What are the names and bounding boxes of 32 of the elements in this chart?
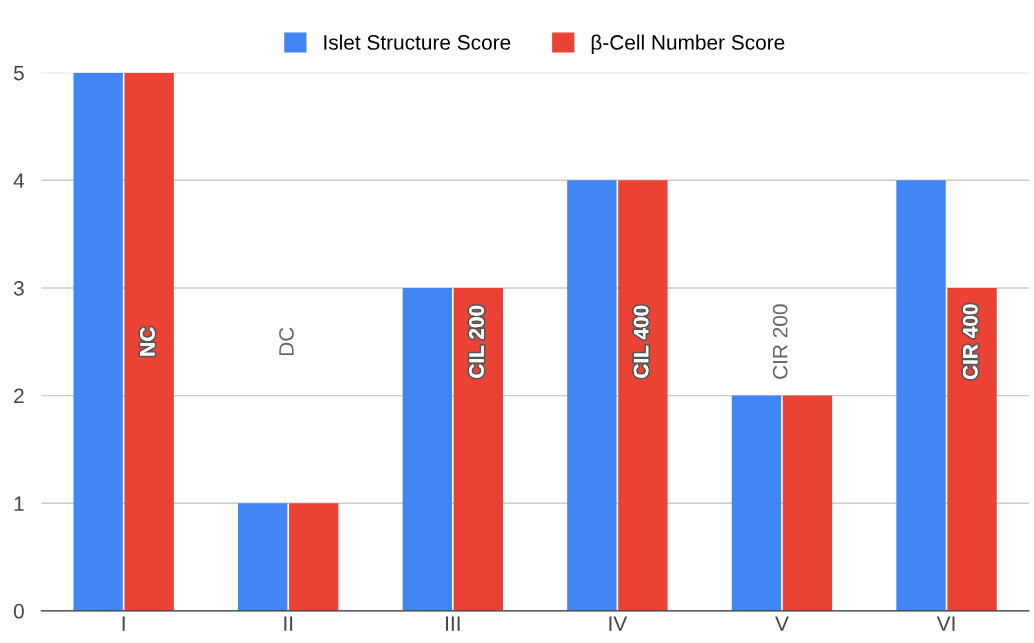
annotation: CIL 200	[469, 305, 484, 378]
bar	[124, 72, 174, 611]
legend-label: β-Cell Number Score	[591, 34, 785, 54]
bar	[402, 287, 452, 611]
bar	[453, 287, 503, 611]
y-tick-label: 5	[13, 65, 24, 81]
bar	[947, 287, 997, 611]
bar	[73, 72, 123, 611]
x-tick-label: III	[446, 616, 460, 631]
bar	[782, 395, 833, 611]
x-tick-label: II	[284, 616, 293, 631]
y-tick-label: 3	[13, 280, 24, 296]
x-tick-label: I	[122, 616, 125, 631]
x-tick-label: VI	[936, 616, 955, 631]
y-tick-label: 1	[14, 496, 24, 511]
bar	[731, 395, 782, 611]
y-tick-label: 4	[13, 173, 25, 188]
annotation: NC	[140, 327, 155, 356]
annotation: DC	[279, 327, 294, 356]
bar	[618, 180, 668, 611]
bar	[289, 503, 339, 611]
bar	[238, 503, 288, 611]
x-tick-label: V	[775, 616, 789, 631]
x-tick-label: IV	[609, 616, 628, 631]
annotation: CIR 400	[962, 304, 978, 380]
annotation: CIL 400	[633, 305, 649, 378]
y-tick-label: 2	[14, 388, 24, 404]
y-tick-label: 0	[13, 603, 24, 619]
legend-label: Islet Structure Score	[324, 34, 511, 50]
bar	[567, 180, 617, 611]
annotation: CIR 200	[772, 304, 788, 379]
bar	[896, 180, 946, 611]
